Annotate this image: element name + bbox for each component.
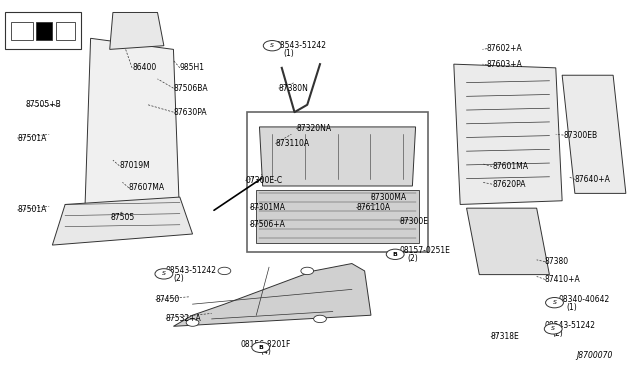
Text: 87019M: 87019M <box>119 161 150 170</box>
Text: (2): (2) <box>552 329 563 338</box>
Polygon shape <box>256 190 419 243</box>
Text: 87300MA: 87300MA <box>371 193 407 202</box>
Text: 87603+A: 87603+A <box>487 60 523 70</box>
Text: S: S <box>162 272 166 276</box>
Bar <box>11 22 33 40</box>
Text: 87506BA: 87506BA <box>173 84 208 93</box>
Text: 08543-51242: 08543-51242 <box>166 266 217 275</box>
Polygon shape <box>454 64 562 205</box>
Text: 87505: 87505 <box>111 213 135 222</box>
Text: S: S <box>551 326 556 331</box>
Polygon shape <box>52 197 193 245</box>
Text: 87602+A: 87602+A <box>487 44 523 53</box>
Bar <box>36 22 52 40</box>
Text: 87506+A: 87506+A <box>250 220 286 229</box>
Circle shape <box>544 324 562 334</box>
Text: 87505+B: 87505+B <box>26 100 61 109</box>
Circle shape <box>218 267 231 275</box>
Text: (2): (2) <box>173 274 184 283</box>
Text: 08157-0251E: 08157-0251E <box>399 246 451 255</box>
FancyBboxPatch shape <box>4 13 81 49</box>
Text: 87320NA: 87320NA <box>296 124 332 133</box>
Text: 87532+A: 87532+A <box>166 314 202 323</box>
Text: 08543-51242: 08543-51242 <box>275 41 326 50</box>
Text: 07300E-C: 07300E-C <box>246 176 283 185</box>
Text: J8700070: J8700070 <box>577 351 613 360</box>
Text: 08543-51242: 08543-51242 <box>544 321 595 330</box>
Polygon shape <box>467 208 549 275</box>
Text: 87450: 87450 <box>156 295 180 304</box>
Text: 08340-40642: 08340-40642 <box>559 295 610 304</box>
Text: 87301MA: 87301MA <box>250 202 286 212</box>
Circle shape <box>387 249 404 260</box>
Bar <box>56 22 75 40</box>
Polygon shape <box>562 75 626 193</box>
Circle shape <box>186 319 199 326</box>
Text: 87501A: 87501A <box>17 205 47 215</box>
Text: 87630PA: 87630PA <box>173 108 207 117</box>
Text: 87380: 87380 <box>545 257 569 266</box>
Text: 87300E: 87300E <box>399 217 429 225</box>
Polygon shape <box>259 127 415 186</box>
Text: S: S <box>270 43 274 48</box>
Circle shape <box>263 41 281 51</box>
Text: 873110A: 873110A <box>275 139 310 148</box>
Circle shape <box>155 269 173 279</box>
Text: 87501A: 87501A <box>17 134 47 142</box>
Text: 87318E: 87318E <box>491 332 520 341</box>
Text: 87410+A: 87410+A <box>545 275 580 284</box>
Circle shape <box>545 298 563 308</box>
Text: B: B <box>259 345 263 350</box>
Polygon shape <box>109 13 164 49</box>
Text: 86400: 86400 <box>132 63 156 72</box>
Text: 87640+A: 87640+A <box>575 175 611 184</box>
Text: 87380N: 87380N <box>278 84 308 93</box>
Text: (2): (2) <box>407 254 418 263</box>
Text: 985H1: 985H1 <box>180 63 205 72</box>
Text: B: B <box>393 252 397 257</box>
Text: 87620PA: 87620PA <box>492 180 525 189</box>
Bar <box>246 112 428 253</box>
Circle shape <box>314 315 326 323</box>
Text: 87607MA: 87607MA <box>129 183 165 192</box>
Text: 876110A: 876110A <box>356 203 390 212</box>
Text: (1): (1) <box>283 49 294 58</box>
Text: (4): (4) <box>260 347 271 356</box>
Text: 87601MA: 87601MA <box>492 162 528 171</box>
Text: 87300EB: 87300EB <box>563 131 598 140</box>
Text: (1): (1) <box>566 303 577 312</box>
Circle shape <box>252 342 269 353</box>
Polygon shape <box>84 38 180 230</box>
Circle shape <box>301 267 314 275</box>
Polygon shape <box>173 263 371 326</box>
Text: S: S <box>552 300 557 305</box>
Text: 08156-8201F: 08156-8201F <box>241 340 291 349</box>
